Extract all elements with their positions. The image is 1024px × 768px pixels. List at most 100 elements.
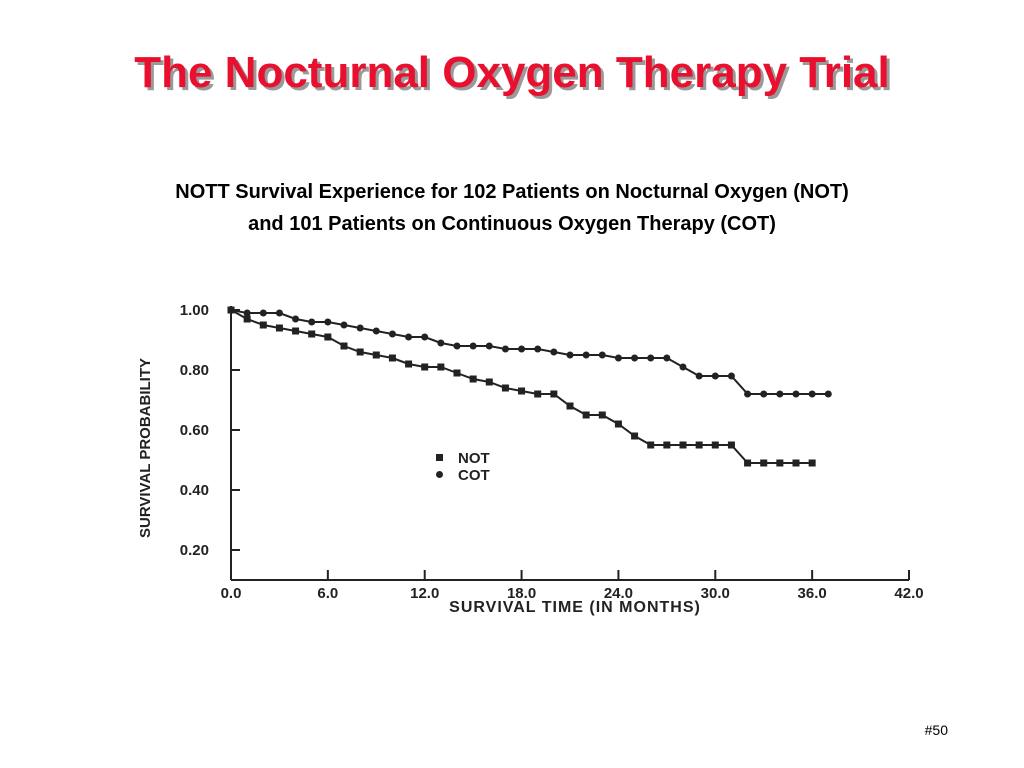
data-point-not — [679, 441, 687, 449]
data-point-cot — [388, 330, 396, 338]
caption-line-2: and 101 Patients on Continuous Oxygen Th… — [248, 213, 776, 235]
data-point-not — [598, 411, 606, 419]
y-tick-label: 0.80 — [180, 362, 209, 379]
legend-label-cot: COT — [458, 467, 490, 484]
data-point-cot — [275, 309, 283, 317]
data-point-not — [566, 402, 574, 410]
legend-marker-not — [436, 454, 443, 461]
data-point-not — [534, 390, 542, 398]
data-point-cot — [663, 354, 671, 362]
data-point-not — [421, 363, 429, 371]
x-axis-title: SURVIVAL TIME (IN MONTHS) — [449, 599, 701, 616]
data-point-cot — [259, 309, 267, 317]
data-point-not — [550, 390, 558, 398]
data-point-cot — [550, 348, 558, 356]
data-point-cot — [760, 390, 768, 398]
data-point-not — [582, 411, 590, 419]
data-point-cot — [614, 354, 622, 362]
data-point-cot — [776, 390, 784, 398]
data-point-cot — [744, 390, 752, 398]
data-point-not — [340, 342, 348, 350]
data-point-cot — [711, 372, 719, 380]
data-point-not — [744, 459, 752, 467]
data-point-cot — [372, 327, 380, 335]
data-point-not — [518, 387, 526, 395]
data-point-not — [501, 384, 509, 392]
data-point-cot — [647, 354, 655, 362]
x-tick-label: 0.0 — [221, 585, 242, 602]
data-point-cot — [808, 390, 816, 398]
chart-axes: 0.0 6.0 12.0 18.0 24.0 30.0 36.0 42.0 0.20 0.40 0.… — [137, 302, 924, 616]
data-point-not — [372, 351, 380, 359]
data-point-not — [469, 375, 477, 383]
x-tick-label: 36.0 — [798, 585, 827, 602]
data-point-cot — [421, 333, 429, 341]
x-tick-label: 12.0 — [410, 585, 439, 602]
chart-series — [227, 306, 832, 467]
data-point-cot — [824, 390, 832, 398]
data-point-not — [437, 363, 445, 371]
x-tick-label: 42.0 — [894, 585, 923, 602]
data-point-cot — [631, 354, 639, 362]
data-point-not — [695, 441, 703, 449]
y-tick-label: 1.00 — [180, 302, 209, 319]
x-tick-label: 18.0 — [507, 585, 536, 602]
data-point-not — [727, 441, 735, 449]
legend-label-not: NOT — [458, 450, 490, 467]
data-point-cot — [598, 351, 606, 359]
x-tick-label: 6.0 — [317, 585, 338, 602]
y-axis-title: SURVIVAL PROBABILITY — [137, 358, 154, 538]
series-line-cot — [230, 309, 829, 395]
data-point-cot — [292, 315, 300, 323]
data-point-not — [808, 459, 816, 467]
slide-number: #50 — [924, 722, 948, 738]
data-point-cot — [356, 324, 364, 332]
x-tick-label: 24.0 — [604, 585, 633, 602]
x-tick-label: 30.0 — [701, 585, 730, 602]
data-point-cot — [679, 363, 687, 371]
data-point-not — [308, 330, 316, 338]
data-point-cot — [437, 339, 445, 347]
data-point-not — [711, 441, 719, 449]
data-point-not — [485, 378, 493, 386]
data-point-cot — [405, 333, 413, 341]
data-point-cot — [534, 345, 542, 353]
data-point-not — [259, 321, 267, 329]
data-point-not — [760, 459, 768, 467]
data-point-cot — [792, 390, 800, 398]
data-point-not — [292, 327, 300, 335]
data-point-cot — [340, 321, 348, 329]
data-point-cot — [485, 342, 493, 350]
chart-caption: NOTT Survival Experience for 102 Patient… — [40, 176, 984, 240]
legend-marker-cot — [436, 471, 443, 478]
data-point-cot — [501, 345, 509, 353]
series-line-not — [230, 309, 813, 464]
data-point-not — [453, 369, 461, 377]
data-point-not — [388, 354, 396, 362]
data-point-cot — [308, 318, 316, 326]
data-point-cot — [582, 351, 590, 359]
slide-title: The Nocturnal Oxygen Therapy Trial — [134, 48, 890, 97]
data-point-not — [631, 432, 639, 440]
caption-line-1: NOTT Survival Experience for 102 Patient… — [175, 181, 849, 203]
y-tick-label: 0.20 — [180, 542, 209, 559]
data-point-cot — [227, 306, 235, 314]
data-point-cot — [324, 318, 332, 326]
data-point-not — [614, 420, 622, 428]
data-point-cot — [566, 351, 574, 359]
data-point-cot — [518, 345, 526, 353]
data-point-not — [792, 459, 800, 467]
data-point-not — [663, 441, 671, 449]
data-point-cot — [727, 372, 735, 380]
data-point-not — [776, 459, 784, 467]
data-point-not — [647, 441, 655, 449]
data-point-not — [275, 324, 283, 332]
data-point-cot — [469, 342, 477, 350]
y-tick-label: 0.40 — [180, 482, 209, 499]
y-tick-label: 0.60 — [180, 422, 209, 439]
data-point-not — [356, 348, 364, 356]
data-point-not — [243, 315, 251, 323]
data-point-cot — [695, 372, 703, 380]
